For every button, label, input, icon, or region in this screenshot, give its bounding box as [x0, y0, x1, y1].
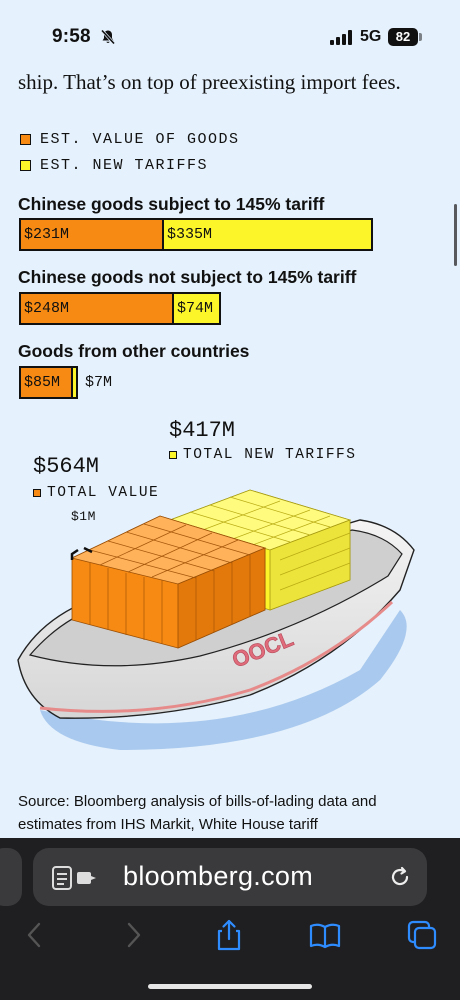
- bar-value: $85M: [19, 366, 73, 399]
- reader-mode-icon[interactable]: [52, 866, 98, 890]
- bar-tariff-label: $7M: [85, 374, 113, 391]
- bar-tariff: $74M: [174, 292, 221, 325]
- status-time: 9:58: [52, 26, 91, 47]
- share-icon[interactable]: [212, 918, 246, 952]
- total-tariffs-value: $417M: [169, 418, 236, 443]
- section-title: Chinese goods subject to 145% tariff: [18, 194, 325, 214]
- battery-tip: [419, 33, 422, 41]
- bar-row: $248M $74M: [19, 292, 221, 325]
- previous-tab-edge[interactable]: [0, 848, 22, 906]
- url-text[interactable]: bloomberg.com: [123, 861, 313, 891]
- signal-icon: [330, 30, 352, 45]
- yellow-swatch: [20, 160, 31, 171]
- bar-value: $231M: [19, 218, 164, 251]
- orange-containers: [70, 515, 267, 649]
- status-bar: 9:58 5G 82: [0, 0, 460, 62]
- section-title: Goods from other countries: [18, 341, 250, 361]
- total-tariffs-label: TOTAL NEW TARIFFS: [169, 447, 356, 463]
- address-bar[interactable]: [33, 848, 427, 906]
- bar-value: $248M: [19, 292, 174, 325]
- bell-slash-icon: [100, 29, 116, 45]
- orange-swatch: [33, 489, 41, 497]
- home-indicator[interactable]: [148, 984, 312, 989]
- intro-text: ship. That’s on top of preexisting impor…: [18, 70, 401, 94]
- bookmarks-icon[interactable]: [308, 918, 342, 952]
- battery-icon: 82: [388, 28, 418, 46]
- bar-row: $85M $7M: [19, 366, 112, 399]
- bar-tariff: [73, 366, 78, 399]
- total-value-label: TOTAL VALUE: [33, 485, 159, 501]
- water-shadow: [40, 610, 407, 750]
- total-value-text: TOTAL VALUE: [47, 485, 160, 501]
- bar-tariff: $335M: [164, 218, 373, 251]
- total-value-value: $564M: [33, 454, 100, 479]
- legend-item-value: EST. VALUE OF GOODS: [20, 131, 240, 148]
- orange-swatch: [20, 134, 31, 145]
- tabs-icon[interactable]: [405, 918, 439, 952]
- total-tariffs-text: TOTAL NEW TARIFFS: [183, 447, 357, 463]
- reload-icon[interactable]: [388, 865, 412, 889]
- legend-label: EST. VALUE OF GOODS: [40, 131, 240, 148]
- forward-icon[interactable]: [116, 918, 150, 952]
- source-text: Source: Bloomberg analysis of bills-of-l…: [18, 793, 377, 833]
- waterline-stripe: [39, 600, 394, 713]
- legend-item-tariffs: EST. NEW TARIFFS: [20, 157, 208, 174]
- network-label: 5G: [360, 28, 382, 45]
- bar-row: $231M $335M: [19, 218, 373, 251]
- scroll-indicator[interactable]: [454, 204, 457, 266]
- unit-bracket: [70, 546, 93, 560]
- cargo-ship-illustration: OOCL: [17, 489, 415, 750]
- yellow-swatch: [169, 451, 177, 459]
- section-title: Chinese goods not subject to 145% tariff: [18, 267, 357, 287]
- unit-label: $1M: [71, 509, 96, 524]
- legend-label: EST. NEW TARIFFS: [40, 157, 209, 174]
- back-icon[interactable]: [18, 918, 52, 952]
